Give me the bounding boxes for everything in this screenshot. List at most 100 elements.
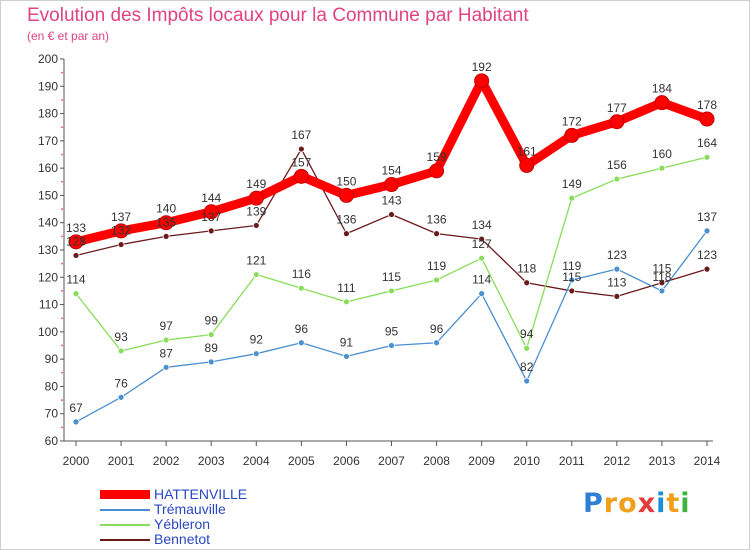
y-tick-label: 200 <box>38 52 58 66</box>
y-minor-tick <box>61 71 63 74</box>
data-point <box>113 223 129 239</box>
y-tick-label: 130 <box>38 243 58 257</box>
x-tick-label: 2008 <box>423 454 450 468</box>
data-point <box>248 190 264 206</box>
data-label: 119 <box>562 259 581 273</box>
data-point <box>703 265 711 273</box>
data-point <box>523 377 531 385</box>
data-label: 119 <box>427 259 446 273</box>
data-label: 115 <box>382 270 401 284</box>
logo-letter: i <box>656 488 667 519</box>
data-label: 172 <box>562 114 582 128</box>
data-point <box>207 331 215 338</box>
data-label: 115 <box>652 262 671 276</box>
data-label: 99 <box>205 314 219 328</box>
logo-letter: t <box>666 488 681 519</box>
data-point <box>478 235 486 243</box>
data-point <box>658 287 666 295</box>
legend-swatch <box>100 539 150 541</box>
data-label: 159 <box>427 150 447 164</box>
logo-letter: r <box>603 488 619 519</box>
data-point <box>117 393 125 401</box>
y-tick-label: 60 <box>45 434 59 448</box>
data-point <box>568 287 576 295</box>
legend-swatch <box>100 490 150 499</box>
data-label: 149 <box>562 177 582 191</box>
data-label: 111 <box>337 281 356 295</box>
data-label: 113 <box>607 275 626 289</box>
logo-letter: x <box>637 488 657 519</box>
x-tick-label: 2010 <box>513 454 540 468</box>
series-hattenville <box>68 73 715 250</box>
x-tick-label: 2000 <box>63 454 90 468</box>
x-tick-label: 2003 <box>198 454 225 468</box>
data-point <box>703 227 711 235</box>
y-tick-label: 170 <box>38 134 58 148</box>
legend-label: Bennetot <box>154 531 211 547</box>
data-label: 156 <box>607 158 627 172</box>
x-tick-label: 2013 <box>649 454 676 468</box>
data-point <box>203 204 219 220</box>
y-minor-tick <box>61 208 63 210</box>
y-tick-label: 150 <box>38 188 58 202</box>
y-minor-tick <box>61 344 63 347</box>
y-tick-label: 80 <box>45 379 59 393</box>
data-label: 96 <box>430 322 444 336</box>
legend-swatch <box>100 524 150 526</box>
y-tick-label: 190 <box>38 79 58 93</box>
y-minor-tick <box>61 426 63 429</box>
data-label: 92 <box>250 333 264 347</box>
x-tick-label: 2009 <box>468 454 495 468</box>
data-label: 149 <box>246 177 266 191</box>
y-minor-tick <box>61 290 63 292</box>
y-minor-tick <box>61 399 63 401</box>
data-point <box>519 157 535 173</box>
x-tick-label: 2011 <box>559 454 585 468</box>
x-tick-label: 2012 <box>604 454 631 468</box>
data-label: 161 <box>517 144 537 158</box>
data-point <box>613 292 621 300</box>
y-tick-label: 180 <box>38 107 58 121</box>
data-point <box>117 347 125 355</box>
data-label: 137 <box>111 210 131 224</box>
data-point <box>72 418 80 426</box>
data-point <box>433 339 440 347</box>
series-yébleron <box>72 153 711 355</box>
data-point <box>252 350 260 358</box>
data-label: 154 <box>381 164 401 178</box>
data-point <box>699 111 715 127</box>
data-point <box>523 344 531 352</box>
data-point <box>433 276 440 284</box>
data-point <box>568 276 576 284</box>
y-minor-tick <box>61 262 63 265</box>
data-point <box>162 232 170 240</box>
data-label: 136 <box>336 213 356 227</box>
logo-letter: i <box>680 488 691 519</box>
data-point <box>609 114 625 130</box>
data-point <box>388 287 395 295</box>
data-point <box>388 342 395 349</box>
x-tick-label: 2006 <box>333 454 360 468</box>
x-tick-label: 2007 <box>378 454 405 468</box>
y-tick-label: 140 <box>38 216 58 230</box>
logo-letter: o <box>618 488 638 519</box>
data-label: 140 <box>156 202 176 216</box>
data-point <box>658 279 666 287</box>
data-point <box>252 222 260 229</box>
data-label: 160 <box>652 147 672 161</box>
data-label: 82 <box>520 360 534 374</box>
data-label: 93 <box>114 330 128 344</box>
data-point <box>338 187 354 203</box>
y-minor-tick <box>61 153 63 156</box>
y-minor-tick <box>61 126 63 129</box>
data-point <box>703 153 711 161</box>
y-tick-label: 70 <box>45 407 59 421</box>
data-label: 123 <box>697 248 717 262</box>
data-point <box>207 227 215 235</box>
data-label: 118 <box>517 262 536 276</box>
data-point <box>658 164 666 172</box>
y-tick-label: 160 <box>38 161 58 175</box>
data-point <box>384 177 399 193</box>
